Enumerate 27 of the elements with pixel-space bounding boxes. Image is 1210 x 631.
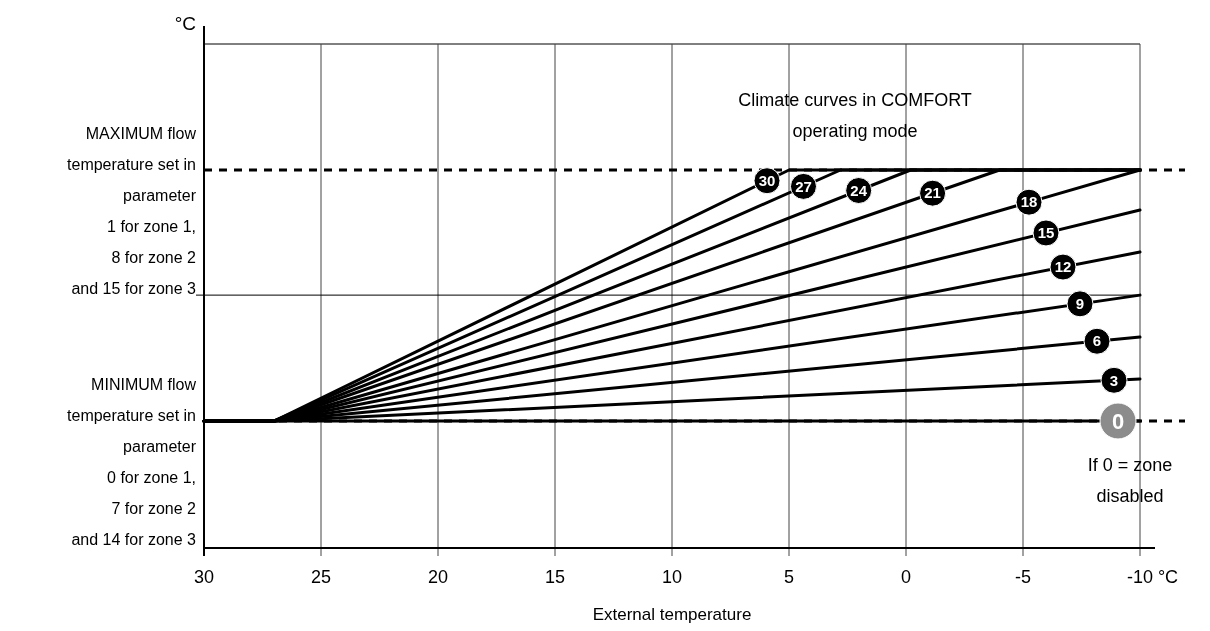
series-label: 24: [850, 181, 868, 199]
x-tick-label: -5: [1014, 567, 1032, 587]
ref-line-label: MAXIMUM flow temperature set in parameter 1 for zone 1, 8 for zone 2 and 15 for zone 3: [67, 125, 197, 297]
x-axis-title: External temperature: [592, 605, 752, 624]
legend-label: 9: [1075, 295, 1085, 313]
legend-label: 12: [1054, 258, 1072, 276]
text: °C: [1157, 567, 1179, 587]
chart-title: Climate curves in COMFORT operating mode: [738, 90, 972, 141]
x-tick-label: 0: [900, 567, 912, 587]
series-label: 27: [795, 177, 812, 195]
x-tick-label: 10: [661, 567, 683, 587]
ref-line-label: MINIMUM flow temperature set in parameter 0 for zone 1, 7 for zone 2 and 14 for zone 3: [67, 375, 197, 548]
x-tick-label: 30: [193, 567, 215, 587]
x-tick-label: 15: [544, 567, 566, 587]
series-label: 21: [924, 184, 941, 202]
legend-label: 0: [1111, 408, 1125, 434]
legend-label: 15: [1037, 224, 1055, 242]
x-tick-label: -10: [1126, 567, 1154, 587]
legend-label: 6: [1092, 332, 1102, 350]
text: °C: [174, 13, 196, 34]
series-label: 30: [758, 171, 776, 189]
annotation: If 0 = zone disabled: [1087, 454, 1173, 506]
series-label: 18: [1020, 193, 1038, 211]
legend-label: 3: [1109, 371, 1119, 389]
x-tick-label: 20: [427, 567, 449, 587]
x-tick-label: 25: [310, 567, 332, 587]
x-tick-label: 5: [783, 567, 795, 587]
